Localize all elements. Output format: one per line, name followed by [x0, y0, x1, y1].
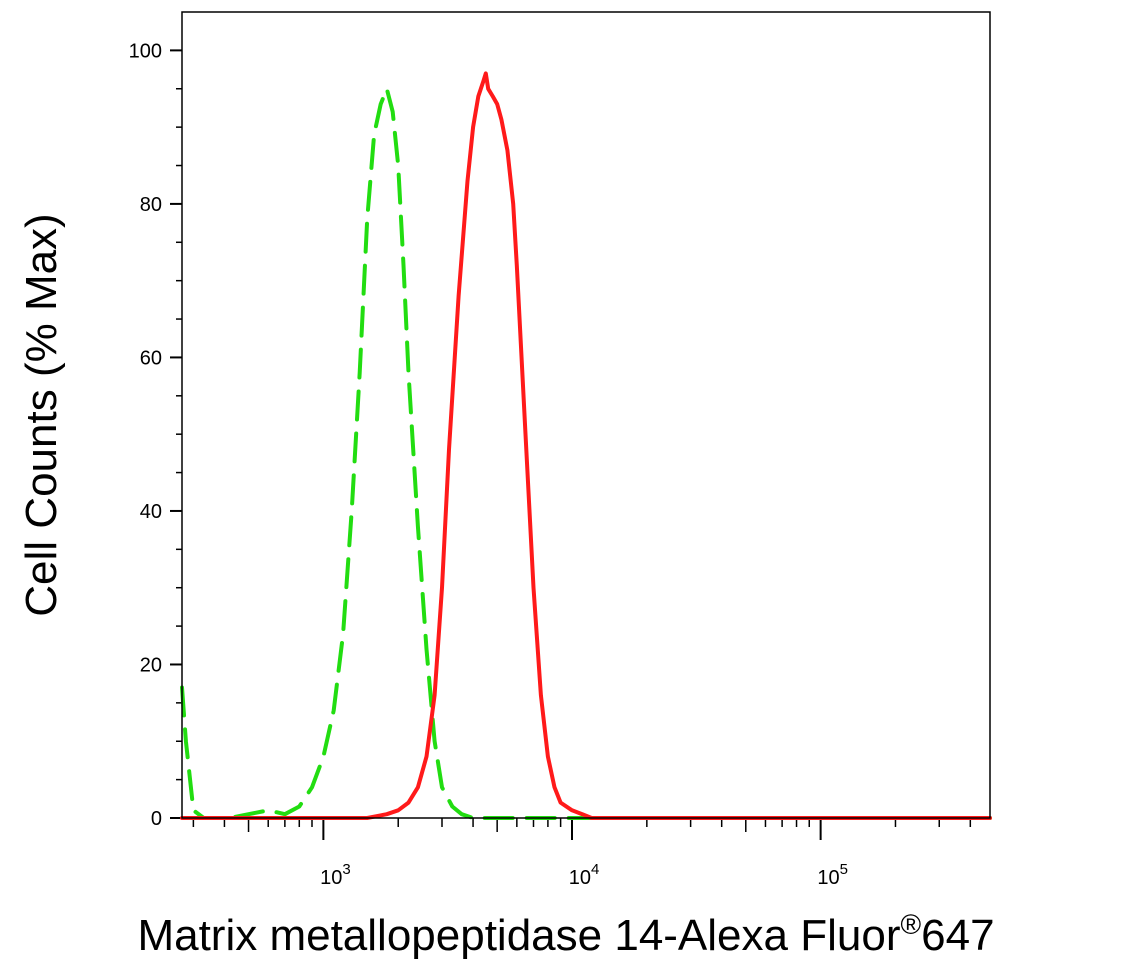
x-axis-ticks: [192, 818, 972, 840]
x-axis-tick-labels: 103 104 105: [320, 861, 848, 889]
series-2-line: [180, 71, 992, 820]
y-tick-label: 100: [129, 40, 162, 62]
x-tick-base: 10: [320, 867, 342, 889]
x-tick-base: 10: [569, 867, 591, 889]
x-axis-label: Matrix metallopeptidase 14-Alexa Fluor®6…: [137, 909, 994, 960]
y-axis-ticks: [170, 49, 182, 819]
x-tick-exponent: 3: [342, 861, 350, 878]
x-tick-label: 105: [817, 861, 848, 889]
y-axis-label: Cell Counts (% Max): [17, 213, 66, 616]
x-tick-base: 10: [817, 867, 839, 889]
x-tick-label: 103: [320, 861, 351, 889]
y-tick-label: 60: [140, 347, 162, 369]
series-layer: [180, 71, 992, 820]
y-tick-label: 40: [140, 501, 162, 523]
y-tick-label: 20: [140, 654, 162, 676]
x-axis-label-main: Matrix metallopeptidase 14-Alexa Fluor: [137, 911, 900, 960]
x-axis-label-superscript: ®: [900, 909, 921, 940]
series-1-line: [180, 86, 992, 820]
y-tick-label: 80: [140, 194, 162, 216]
plot-frame: [181, 11, 991, 819]
y-axis-tick-labels: 0 20 40 60 80 100: [129, 40, 162, 830]
x-tick-label: 104: [569, 861, 600, 889]
x-tick-exponent: 5: [840, 861, 848, 878]
x-tick-exponent: 4: [591, 861, 599, 878]
y-tick-label: 0: [151, 808, 162, 830]
x-axis-label-suffix: 647: [921, 911, 994, 960]
